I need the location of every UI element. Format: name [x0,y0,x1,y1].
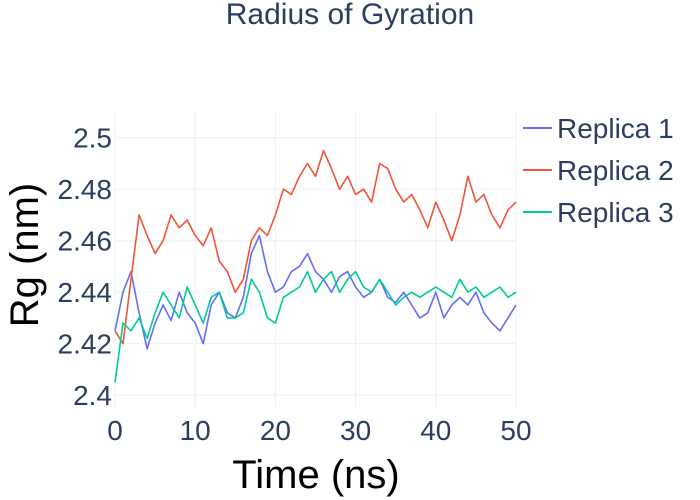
chart-title: Radius of Gyration [226,0,474,31]
y-tick-label: 2.4 [73,380,112,411]
legend-item-replica-2[interactable]: Replica 2 [523,155,674,186]
y-tick-label: 2.48 [58,174,113,205]
series-line-replica-1 [114,234,517,350]
y-tick-label: 2.44 [58,277,113,308]
x-tick-label: 30 [340,415,371,446]
legend-label: Replica 3 [557,197,674,228]
y-tick-label: 2.46 [58,226,113,257]
y-tick-label: 2.5 [73,123,112,154]
legend[interactable]: Replica 1 Replica 2 Replica 3 [523,113,674,228]
y-tick-label: 2.42 [58,329,113,360]
x-tick-label: 10 [180,415,211,446]
plot-grid [114,112,517,408]
x-axis-ticks: 0 10 20 30 40 50 [107,415,531,446]
legend-item-replica-1[interactable]: Replica 1 [523,113,674,144]
x-tick-label: 50 [500,415,531,446]
legend-label: Replica 2 [557,155,674,186]
series-line-replica-2 [114,149,517,345]
y-axis-label: Rg (nm) [3,183,47,327]
x-tick-label: 0 [107,415,123,446]
x-tick-label: 40 [420,415,451,446]
x-tick-label: 20 [260,415,291,446]
plot-series [114,149,517,383]
legend-label: Replica 1 [557,113,674,144]
series-line-replica-3 [114,270,517,383]
y-axis-ticks: 2.4 2.42 2.44 2.46 2.48 2.5 [58,123,113,411]
x-axis-label: Time (ns) [232,453,399,497]
legend-item-replica-3[interactable]: Replica 3 [523,197,674,228]
